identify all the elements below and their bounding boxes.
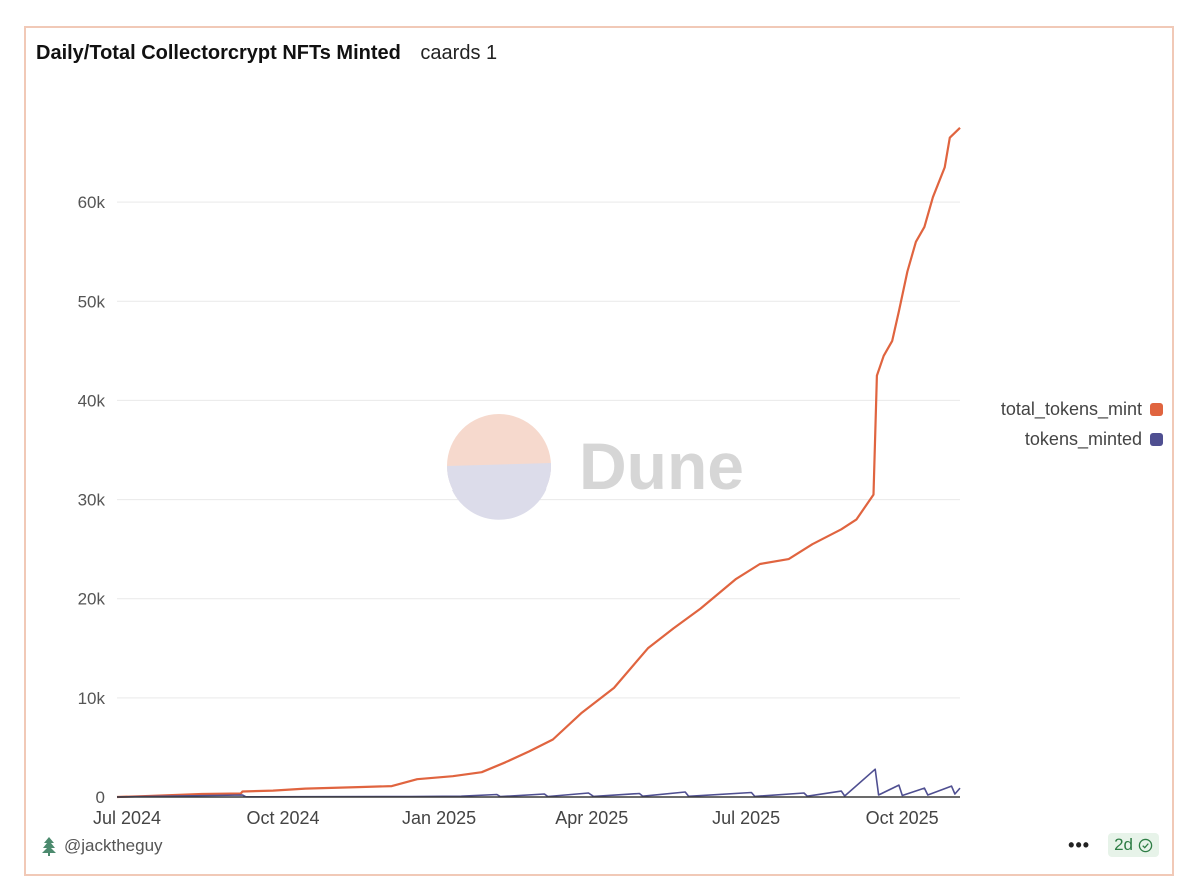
series-layer — [116, 127, 961, 799]
dune-logo-icon — [447, 414, 551, 520]
tree-icon — [42, 837, 56, 856]
watermark-text: Dune — [579, 429, 744, 503]
y-tick-label: 0 — [96, 788, 105, 807]
chart-title: Daily/Total Collectorcrypt NFTs Minted — [36, 42, 401, 64]
y-tick-label: 30k — [78, 491, 106, 510]
age-label: 2d — [1114, 835, 1133, 854]
dune-watermark: Dune — [447, 414, 744, 520]
y-axis: 0 10k 20k 30k 40k 50k 60k — [78, 193, 106, 807]
x-tick-label: Jul 2024 — [93, 808, 161, 828]
x-tick-label: Oct 2024 — [247, 808, 320, 828]
chart-header: Daily/Total Collectorcrypt NFTs Minted c… — [36, 42, 497, 65]
legend-item-tokens-minted[interactable]: tokens_minted — [968, 424, 1163, 454]
author-link[interactable]: @jacktheguy — [40, 836, 163, 856]
author-name: @jacktheguy — [64, 836, 163, 855]
x-axis: Jul 2024 Oct 2024 Jan 2025 Apr 2025 Jul 2025… — [93, 808, 939, 828]
chart-card — [24, 26, 1174, 876]
legend-item-total-tokens[interactable]: total_tokens_mint — [968, 394, 1163, 424]
legend-swatch-icon — [1150, 432, 1163, 446]
legend-swatch-icon — [1150, 402, 1163, 416]
more-options-icon[interactable]: ••• — [1068, 834, 1091, 855]
y-tick-label: 60k — [78, 193, 106, 212]
series-line-total-tokens-mint[interactable] — [116, 127, 961, 799]
x-tick-label: Jan 2025 — [402, 808, 476, 828]
check-circle-icon — [1138, 838, 1153, 852]
series-line-tokens-minted[interactable] — [116, 768, 961, 798]
y-tick-label: 50k — [78, 292, 106, 311]
x-tick-label: Apr 2025 — [555, 808, 628, 828]
y-tick-label: 10k — [78, 689, 106, 708]
refresh-age-badge[interactable]: 2d — [1108, 833, 1159, 857]
y-tick-label: 40k — [78, 391, 106, 410]
legend: total_tokens_mint tokens_minted — [968, 394, 1163, 454]
chart-subtitle: caards 1 — [420, 42, 498, 64]
x-tick-label: Jul 2025 — [712, 808, 780, 828]
legend-label: total_tokens_mint — [1000, 398, 1142, 419]
legend-label: tokens_minted — [1024, 428, 1142, 449]
x-tick-label: Oct 2025 — [866, 808, 939, 828]
footer-actions: ••• 2d — [1068, 833, 1159, 857]
y-tick-label: 20k — [78, 590, 106, 609]
